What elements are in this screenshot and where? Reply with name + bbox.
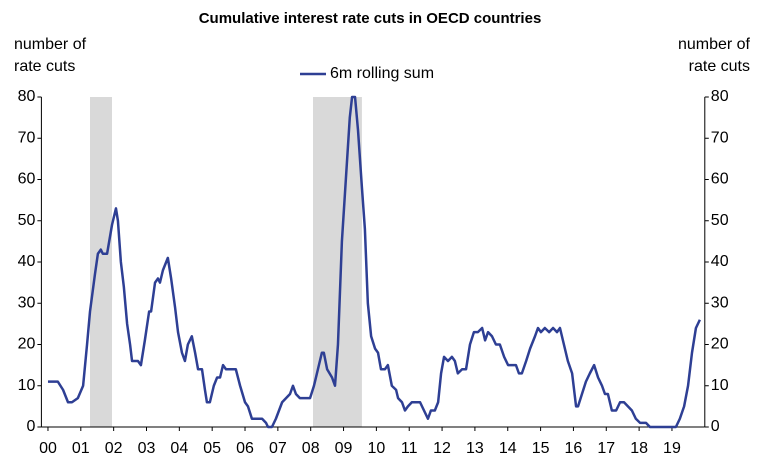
x-tick-label: 06 — [236, 440, 254, 457]
x-tick-label: 15 — [532, 440, 550, 457]
x-tick-label: 02 — [105, 440, 123, 457]
y-axis-label: number of — [14, 36, 87, 53]
x-tick-label: 18 — [630, 440, 648, 457]
y-tick-label: 50 — [18, 212, 36, 229]
x-tick-label: 07 — [269, 440, 287, 457]
x-tick-label: 16 — [565, 440, 583, 457]
y2-tick-label: 70 — [711, 129, 729, 146]
chart-title: Cumulative interest rate cuts in OECD co… — [199, 10, 542, 27]
x-tick-label: 03 — [138, 440, 156, 457]
y-tick-label: 0 — [26, 418, 35, 435]
y2-axis-label: rate cuts — [689, 58, 750, 75]
legend-label: 6m rolling sum — [330, 65, 434, 82]
y2-tick-label: 40 — [711, 253, 729, 270]
y-tick-label: 30 — [18, 294, 36, 311]
x-tick-label: 19 — [663, 440, 681, 457]
y-axis-label: rate cuts — [14, 58, 75, 75]
recession-band — [312, 97, 362, 427]
x-tick-label: 00 — [39, 440, 57, 457]
line-series — [47, 95, 702, 429]
x-tick-label: 09 — [335, 440, 353, 457]
x-tick-label: 17 — [597, 440, 615, 457]
y-tick-label: 70 — [18, 129, 36, 146]
x-tick-label: 04 — [170, 440, 188, 457]
y-tick-label: 60 — [18, 171, 36, 188]
y2-tick-label: 80 — [711, 88, 729, 105]
recession-band — [90, 97, 113, 427]
y-tick-label: 10 — [18, 377, 36, 394]
y2-tick-label: 0 — [711, 418, 720, 435]
y-tick-label: 80 — [18, 88, 36, 105]
x-tick-label: 10 — [367, 440, 385, 457]
x-tick-label: 01 — [72, 440, 90, 457]
x-tick-label: 11 — [401, 440, 418, 457]
y2-axis-label: number of — [678, 36, 751, 53]
x-tick-label: 08 — [302, 440, 320, 457]
x-tick-label: 05 — [203, 440, 221, 457]
y-tick-label: 40 — [18, 253, 36, 270]
y2-tick-label: 20 — [711, 336, 729, 353]
x-tick-label: 13 — [466, 440, 484, 457]
y2-tick-label: 30 — [711, 294, 729, 311]
y2-tick-label: 60 — [711, 171, 729, 188]
y-tick-label: 20 — [18, 336, 36, 353]
y2-tick-label: 50 — [711, 212, 729, 229]
x-tick-label: 12 — [433, 440, 451, 457]
y2-tick-label: 10 — [711, 377, 729, 394]
x-tick-label: 14 — [499, 440, 517, 457]
